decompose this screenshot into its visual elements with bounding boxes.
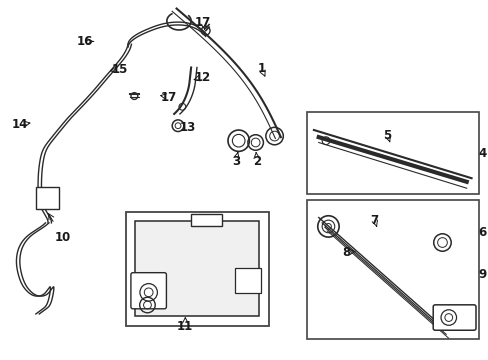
Text: 3: 3 (231, 155, 239, 168)
Bar (234, 269, 261, 293)
FancyBboxPatch shape (432, 305, 475, 330)
Bar (36, 187, 59, 208)
FancyBboxPatch shape (131, 273, 166, 309)
Text: 6: 6 (477, 226, 486, 239)
Text: 16: 16 (77, 35, 93, 48)
Text: 10: 10 (54, 231, 71, 244)
Text: 5: 5 (383, 129, 391, 142)
Text: 8: 8 (342, 246, 350, 258)
Text: 2: 2 (252, 155, 261, 168)
Text: 12: 12 (195, 71, 211, 84)
Text: 4: 4 (477, 147, 486, 160)
Text: 7: 7 (370, 213, 378, 226)
Text: 13: 13 (179, 121, 196, 134)
Text: 11: 11 (177, 320, 193, 333)
Text: 9: 9 (477, 268, 486, 281)
Bar (191, 214, 222, 226)
Text: 15: 15 (111, 63, 128, 76)
Bar (125, 212, 268, 327)
Bar (306, 112, 478, 194)
Text: 17: 17 (161, 91, 177, 104)
Text: 14: 14 (12, 118, 28, 131)
Bar (135, 221, 259, 316)
Text: 1: 1 (257, 62, 265, 75)
Bar (306, 200, 478, 339)
Text: 17: 17 (195, 16, 211, 29)
